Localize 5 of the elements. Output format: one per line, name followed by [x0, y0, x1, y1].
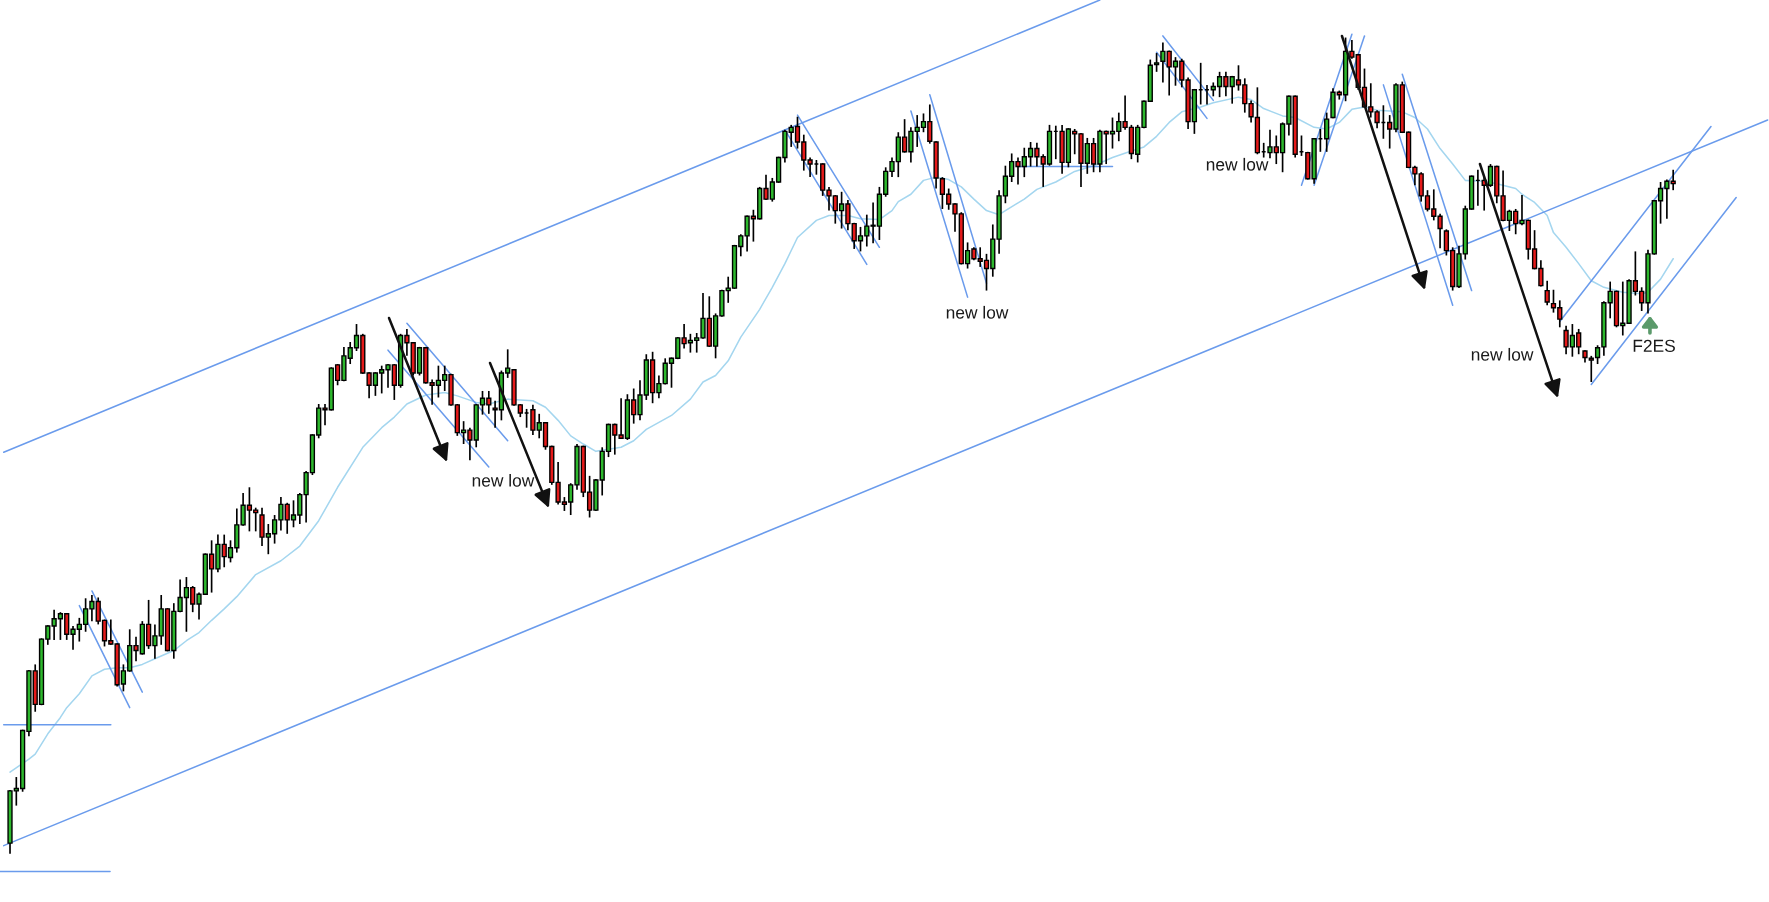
annotation: new low — [472, 473, 535, 487]
annotation: new low — [1206, 157, 1269, 171]
annotation: new low — [1471, 347, 1534, 361]
annotation: F2ES — [1633, 339, 1675, 352]
annotation: new low — [946, 305, 1009, 319]
